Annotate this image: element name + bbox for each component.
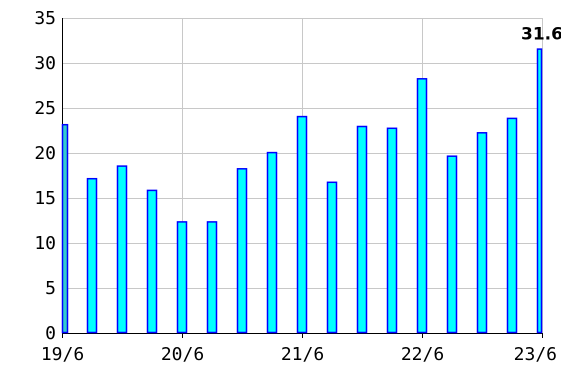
bar xyxy=(476,132,488,334)
y-axis-tick-labels: 0 5 10 15 20 25 30 35 xyxy=(34,8,56,344)
bar xyxy=(356,125,368,334)
y-tick-label: 5 xyxy=(45,278,56,299)
y-tick-label: 0 xyxy=(45,323,56,344)
bar xyxy=(536,48,543,334)
y-tick-label: 10 xyxy=(34,233,56,254)
bar xyxy=(446,155,458,334)
x-tick-label: 23/6 xyxy=(514,344,557,365)
x-tick-label: 22/6 xyxy=(401,344,444,365)
x-tick-label: 20/6 xyxy=(161,344,204,365)
bar xyxy=(296,115,308,334)
bar-series xyxy=(61,48,543,334)
x-tick-label: 19/6 xyxy=(41,344,84,365)
bar xyxy=(266,151,278,334)
bar xyxy=(416,78,428,334)
data-label: 31.6 xyxy=(521,25,561,45)
y-tick-label: 25 xyxy=(34,98,56,119)
bar xyxy=(61,123,69,334)
y-tick-label: 20 xyxy=(34,143,56,164)
y-tick-label: 30 xyxy=(34,53,56,74)
bar xyxy=(146,189,158,334)
y-tick-label: 15 xyxy=(34,188,56,209)
bar xyxy=(386,127,398,334)
x-axis-tick-labels: 19/6 20/6 21/6 22/6 23/6 xyxy=(41,344,557,365)
y-tick-label: 35 xyxy=(34,8,56,29)
x-tick-label: 21/6 xyxy=(281,344,324,365)
bar xyxy=(236,168,248,334)
bar xyxy=(86,177,98,334)
bar xyxy=(506,117,518,334)
bar xyxy=(116,165,128,334)
bar xyxy=(326,181,338,334)
bar xyxy=(206,221,218,334)
bar xyxy=(176,221,188,334)
data-labels: 31.6 xyxy=(521,25,561,45)
